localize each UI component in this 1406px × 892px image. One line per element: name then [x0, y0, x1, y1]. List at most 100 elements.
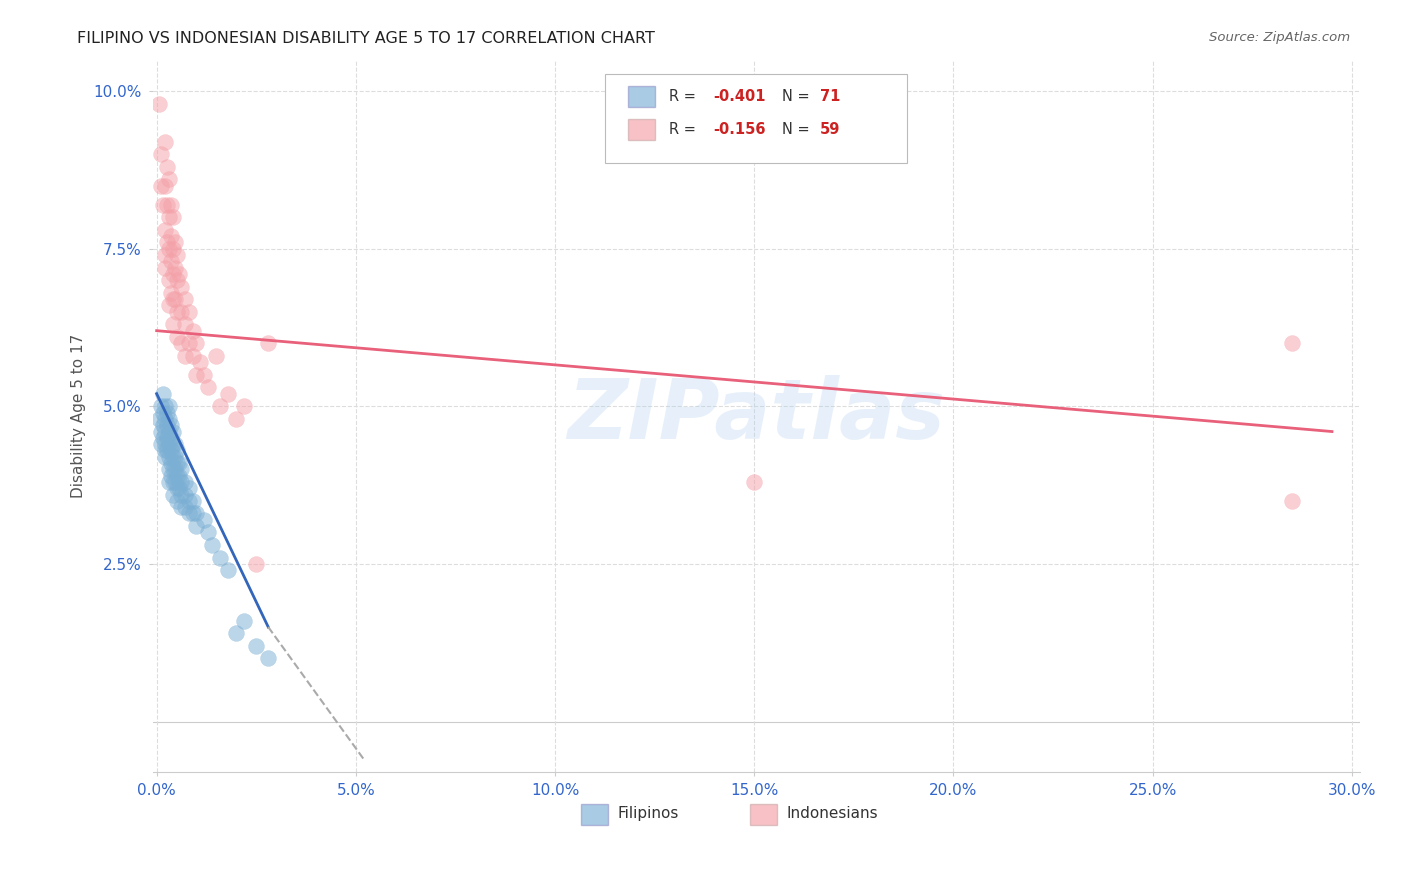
Point	[149, 147, 172, 161]
Point	[167, 481, 190, 495]
Point	[162, 267, 184, 281]
Point	[167, 468, 190, 483]
Point	[156, 160, 179, 174]
Point	[173, 475, 195, 489]
Point	[173, 500, 195, 515]
Point	[153, 412, 176, 426]
Point	[217, 563, 239, 577]
Point	[177, 305, 200, 319]
Text: 59: 59	[820, 122, 841, 136]
FancyBboxPatch shape	[581, 804, 607, 825]
Point	[152, 418, 174, 433]
Text: R =: R =	[669, 89, 700, 104]
Point	[186, 368, 208, 382]
Point	[173, 292, 195, 306]
Point	[233, 400, 256, 414]
Point	[1281, 336, 1303, 351]
Point	[157, 298, 180, 312]
Point	[217, 386, 239, 401]
Point	[163, 437, 186, 451]
Point	[153, 178, 176, 193]
Point	[169, 462, 191, 476]
Point	[159, 197, 181, 211]
Point	[169, 500, 191, 515]
Point	[225, 412, 247, 426]
Point	[162, 211, 184, 225]
Text: R =: R =	[669, 122, 700, 136]
Point	[169, 336, 191, 351]
Point	[162, 462, 184, 476]
Point	[159, 431, 181, 445]
Point	[163, 475, 186, 489]
Point	[156, 431, 179, 445]
Point	[162, 292, 184, 306]
Point	[193, 368, 215, 382]
Point	[153, 450, 176, 464]
Text: N =: N =	[782, 89, 814, 104]
Point	[186, 507, 208, 521]
Point	[156, 418, 179, 433]
Point	[177, 481, 200, 495]
Point	[159, 285, 181, 300]
Point	[157, 462, 180, 476]
Point	[166, 481, 188, 495]
Point	[152, 431, 174, 445]
Point	[169, 305, 191, 319]
Point	[166, 330, 188, 344]
Point	[186, 519, 208, 533]
Point	[149, 437, 172, 451]
Point	[169, 475, 191, 489]
Point	[157, 211, 180, 225]
Point	[162, 425, 184, 439]
Text: Indonesians: Indonesians	[786, 806, 879, 822]
FancyBboxPatch shape	[606, 74, 907, 163]
Point	[159, 456, 181, 470]
Point	[153, 260, 176, 275]
Point	[257, 651, 280, 665]
Point	[257, 336, 280, 351]
Point	[163, 292, 186, 306]
Point	[157, 425, 180, 439]
Point	[177, 507, 200, 521]
Point	[153, 425, 176, 439]
Point	[167, 456, 190, 470]
Point	[157, 437, 180, 451]
Point	[166, 248, 188, 262]
Text: 71: 71	[820, 89, 841, 104]
Point	[157, 412, 180, 426]
Point	[193, 513, 215, 527]
Point	[173, 349, 195, 363]
Point	[201, 538, 224, 552]
Point	[166, 273, 188, 287]
Point	[209, 550, 232, 565]
Point	[157, 172, 180, 186]
Point	[233, 614, 256, 628]
Point	[149, 178, 172, 193]
Text: Source: ZipAtlas.com: Source: ZipAtlas.com	[1209, 31, 1350, 45]
Point	[169, 487, 191, 501]
Point	[166, 468, 188, 483]
Point	[152, 197, 174, 211]
Point	[152, 406, 174, 420]
Point	[153, 400, 176, 414]
Point	[159, 254, 181, 268]
Point	[159, 468, 181, 483]
Text: N =: N =	[782, 122, 814, 136]
Point	[245, 557, 267, 571]
Point	[153, 443, 176, 458]
Point	[166, 305, 188, 319]
Point	[177, 336, 200, 351]
Point	[159, 418, 181, 433]
Point	[197, 525, 219, 540]
Point	[167, 267, 190, 281]
Text: -0.401: -0.401	[713, 89, 765, 104]
Point	[742, 475, 765, 489]
Text: ZIPatlas: ZIPatlas	[568, 376, 945, 457]
Point	[163, 260, 186, 275]
Point	[181, 324, 204, 338]
Point	[157, 475, 180, 489]
FancyBboxPatch shape	[751, 804, 776, 825]
Point	[166, 494, 188, 508]
Point	[159, 229, 181, 244]
Point	[148, 96, 170, 111]
